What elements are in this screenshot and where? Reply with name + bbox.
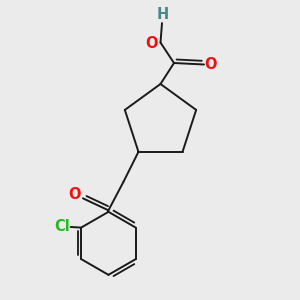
Text: Cl: Cl bbox=[55, 219, 70, 234]
Text: O: O bbox=[204, 57, 217, 72]
Text: O: O bbox=[69, 187, 81, 202]
Text: O: O bbox=[145, 36, 158, 51]
Text: H: H bbox=[157, 7, 169, 22]
